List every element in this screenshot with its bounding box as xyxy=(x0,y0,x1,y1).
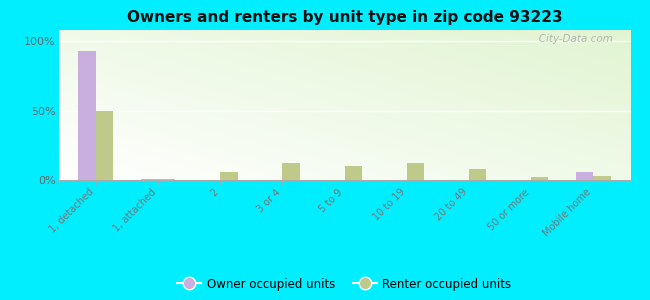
Bar xyxy=(531,177,549,180)
Legend: Owner occupied units, Renter occupied units: Owner occupied units, Renter occupied un… xyxy=(173,273,516,295)
Bar xyxy=(158,178,176,180)
Bar xyxy=(344,166,362,180)
Title: Owners and renters by unit type in zip code 93223: Owners and renters by unit type in zip c… xyxy=(127,10,562,25)
Bar xyxy=(79,51,96,180)
Bar xyxy=(220,172,237,180)
Bar xyxy=(593,176,610,180)
Text: City-Data.com: City-Data.com xyxy=(530,34,614,44)
Bar xyxy=(407,163,424,180)
Bar xyxy=(96,111,113,180)
Bar xyxy=(469,169,486,180)
Bar xyxy=(576,172,593,180)
Bar xyxy=(282,163,300,180)
Bar xyxy=(140,178,158,180)
